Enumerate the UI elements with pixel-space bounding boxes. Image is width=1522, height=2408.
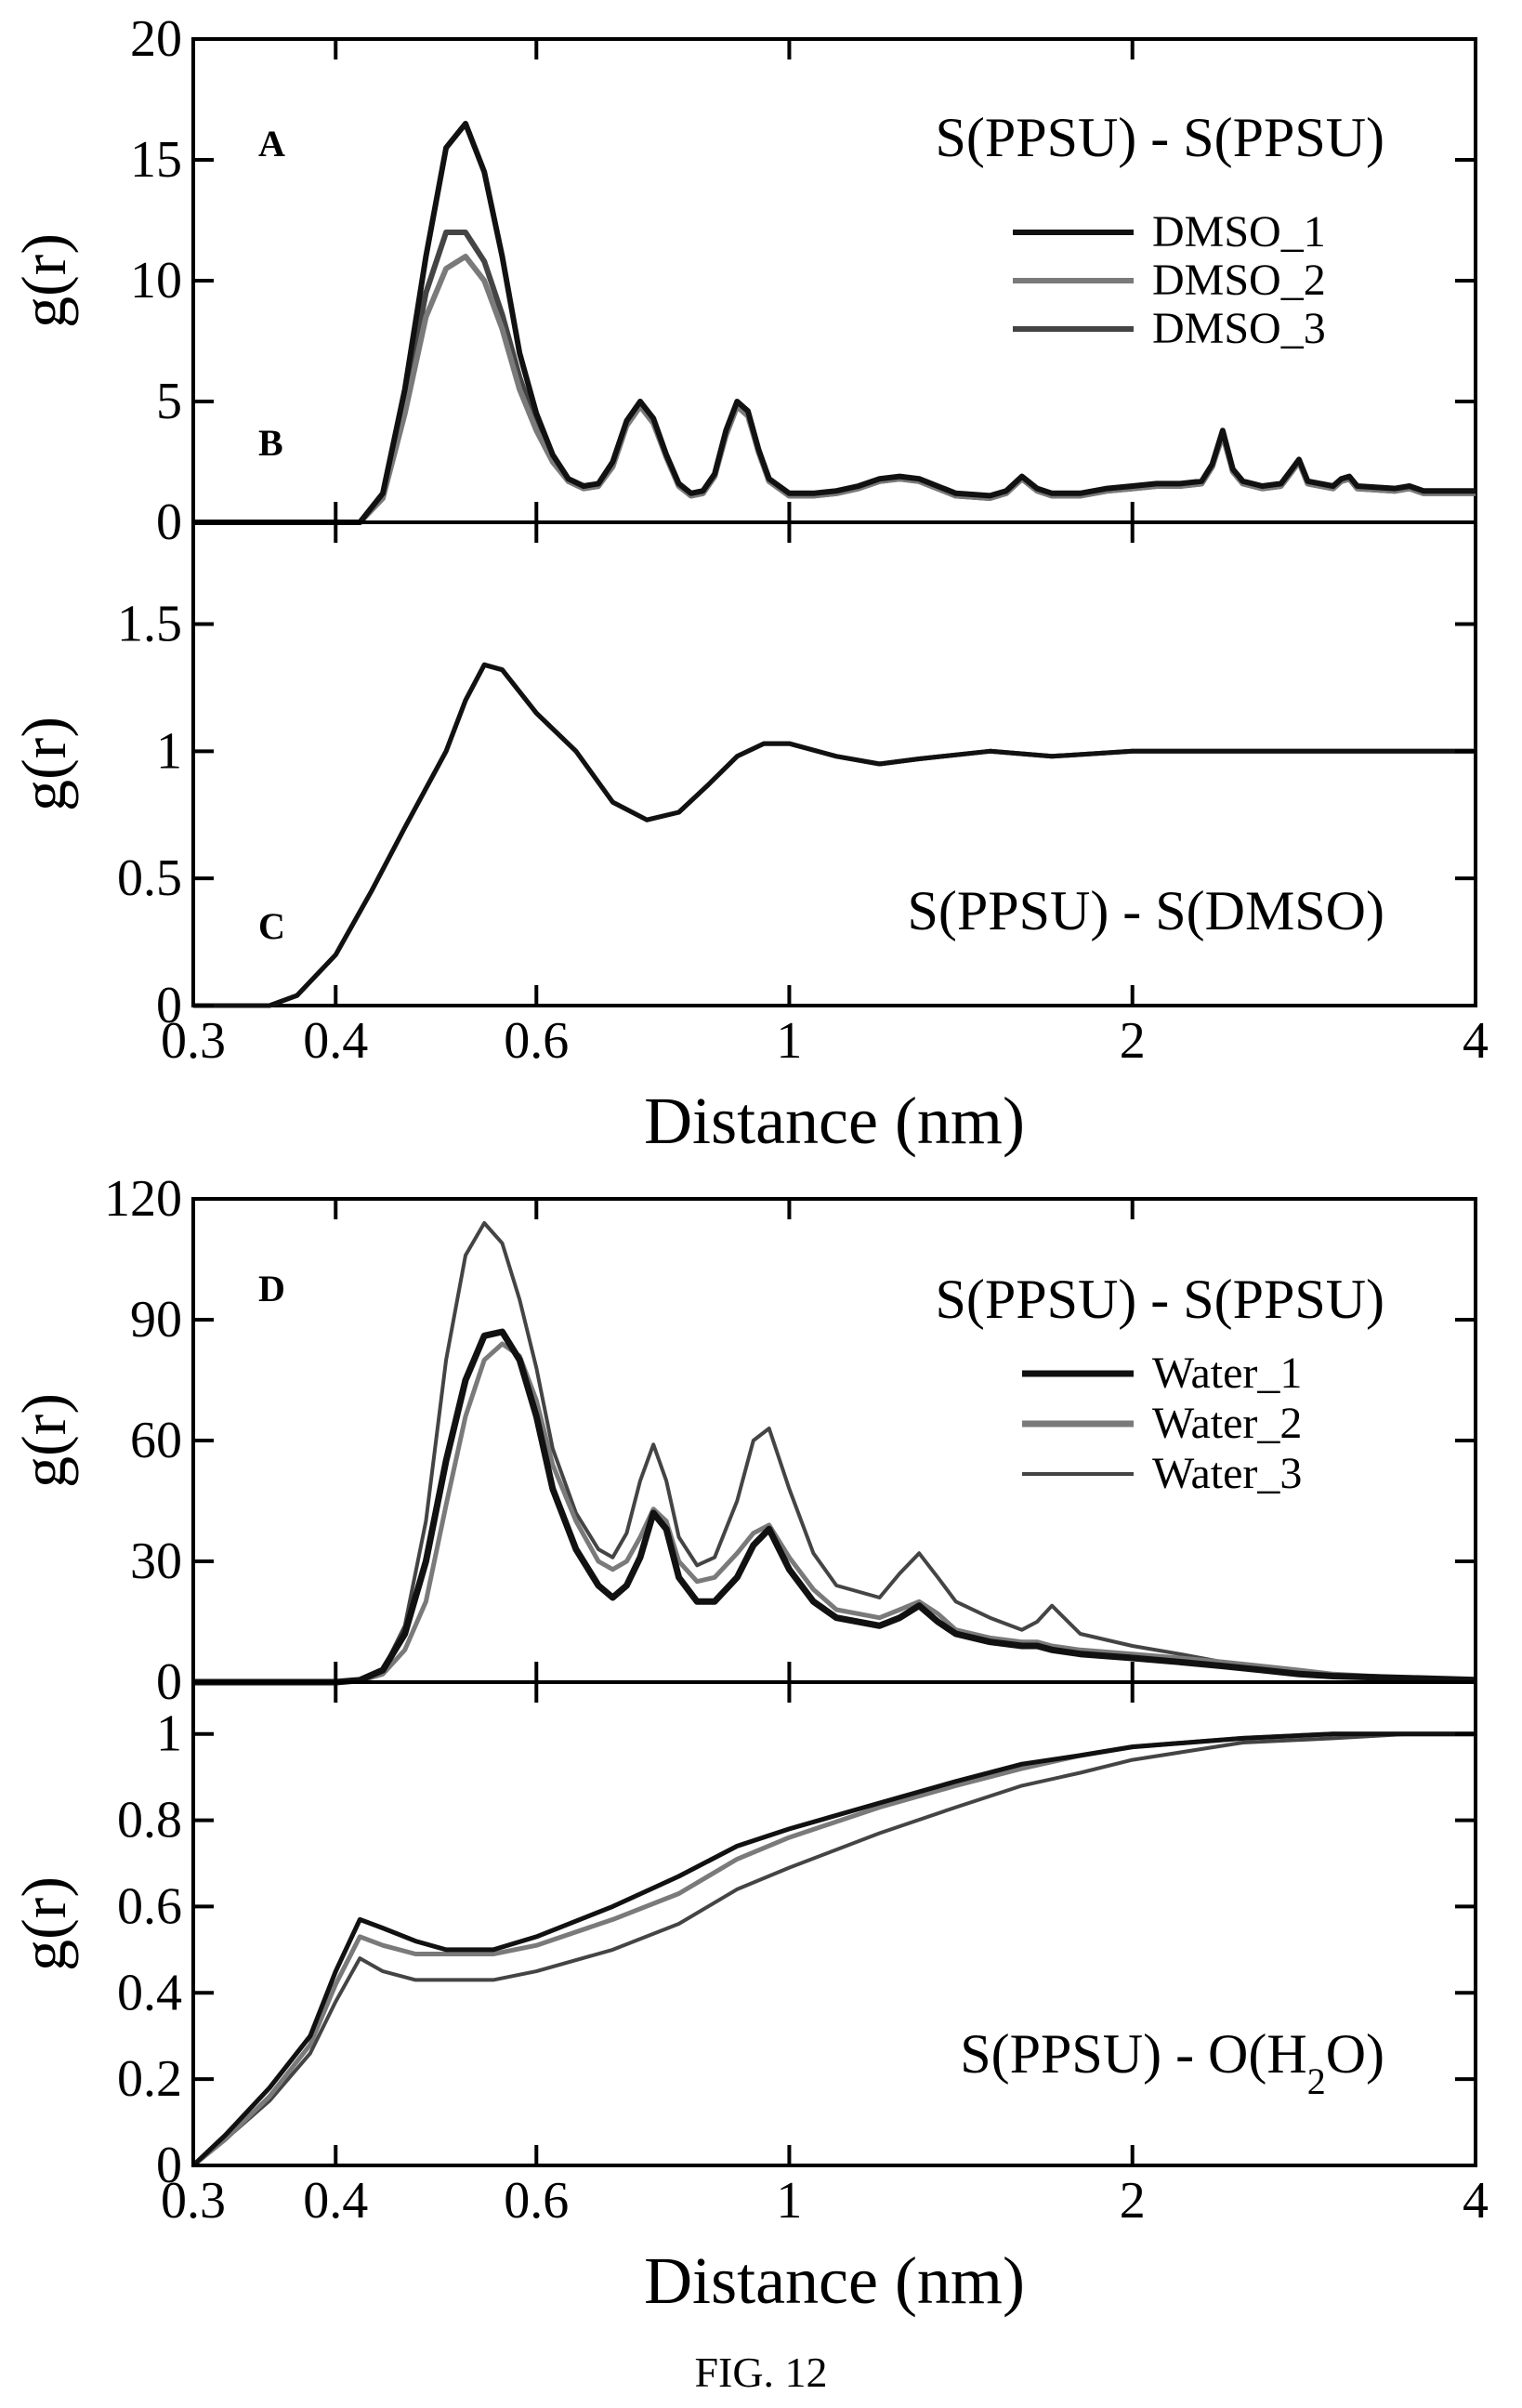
legend-label-dmso-1: DMSO_1 <box>1152 207 1326 257</box>
ytick-label-ab-1: 5 <box>156 373 182 430</box>
ytick-label-c-2: 1 <box>156 722 182 780</box>
panel-e-title-prefix: S(PPSU) - O(H <box>960 2023 1306 2085</box>
series-line-c-3 <box>193 662 1476 1008</box>
legend-label-water-2: Water_2 <box>1152 1399 1302 1448</box>
ytick-label-e-2: 0.4 <box>117 1964 182 2021</box>
panel-ab-legend: DMSO_1 DMSO_2 DMSO_3 <box>1013 207 1326 353</box>
ytick-label-e-1: 0.2 <box>117 2050 182 2108</box>
panel-c-ylabel: g(r) <box>8 717 79 811</box>
ytick-label-c-3: 1.5 <box>117 595 182 652</box>
panel-ab-ticks: 0 5 10 15 20 <box>130 10 1477 551</box>
series-line-c-1 <box>193 662 1476 1008</box>
panel-e-frame <box>191 1680 1477 2167</box>
xtick-label-c-1: 0.4 <box>303 1012 368 1070</box>
panel-c-frame <box>191 520 1477 1007</box>
xtick-label-c-0: 0.3 <box>161 1012 226 1070</box>
ytick-label-c-0: 0 <box>156 977 182 1034</box>
panel-e-xlabel: Distance (nm) <box>644 2244 1025 2318</box>
ytick-label-ab-4: 20 <box>130 10 182 68</box>
xtick-label-c-2: 0.6 <box>504 1012 569 1070</box>
legend-label-dmso-2: DMSO_2 <box>1152 256 1326 305</box>
ytick-label-e-4: 0.8 <box>117 1792 182 1849</box>
panel-d-ylabel: g(r) <box>8 1393 79 1488</box>
panel-a-letter: A <box>258 123 285 164</box>
ytick-label-e-0: 0 <box>156 2137 182 2194</box>
panel-e: 0 0.2 0.4 0.6 0.8 1 0.3 0.4 0.6 1 2 4 g(r) S(PPSU) … <box>8 1680 1489 2318</box>
xtick-label-c-3: 1 <box>776 1012 802 1070</box>
panel-ab-ylabel: g(r) <box>8 233 79 328</box>
xtick-label-e-4: 2 <box>1120 2172 1146 2230</box>
series-line-d-2 <box>193 1341 1476 1685</box>
panel-c-ticks: 0 0.5 1 1.5 0.3 0.4 0.6 1 2 4 <box>117 522 1489 1070</box>
ytick-label-d-4: 120 <box>104 1170 182 1228</box>
panel-d-series <box>193 1221 1476 1686</box>
panel-e-series <box>191 1731 1476 2167</box>
panel-c-series <box>193 662 1476 1008</box>
ytick-label-e-5: 1 <box>156 1705 182 1763</box>
series-line-e-2 <box>191 1731 1476 2167</box>
figure-caption: FIG. 12 <box>694 2349 827 2396</box>
xtick-label-c-5: 4 <box>1463 1012 1489 1070</box>
ytick-label-ab-0: 0 <box>156 493 182 551</box>
panel-c-letter: C <box>258 905 285 947</box>
xtick-label-e-1: 0.4 <box>303 2172 368 2230</box>
panel-e-title: S(PPSU) - O(H2O) <box>960 2023 1384 2102</box>
legend-label-dmso-3: DMSO_3 <box>1152 304 1326 353</box>
series-line-c-2 <box>193 662 1476 1008</box>
series-line-e-1 <box>191 1731 1476 2167</box>
ytick-label-e-3: 0.6 <box>117 1877 182 1935</box>
panel-d: 0 30 60 90 120 g(r) S(PPSU) - S(PPSU) D Wate… <box>8 1170 1477 1711</box>
xtick-label-c-4: 2 <box>1120 1012 1146 1070</box>
legend-label-water-3: Water_3 <box>1152 1449 1302 1498</box>
panel-e-title-suffix: O) <box>1326 2023 1384 2085</box>
panel-c: 0 0.5 1 1.5 0.3 0.4 0.6 1 2 4 g(r) S(PPSU) - S(DM… <box>8 520 1489 1158</box>
ytick-label-d-0: 0 <box>156 1653 182 1711</box>
legend-label-water-1: Water_1 <box>1152 1349 1302 1398</box>
panel-e-ylabel: g(r) <box>8 1876 79 1971</box>
ytick-label-ab-3: 15 <box>130 131 182 189</box>
series-line-d-3 <box>193 1221 1476 1684</box>
panel-d-title: S(PPSU) - S(PPSU) <box>935 1269 1384 1330</box>
ytick-label-ab-2: 10 <box>130 252 182 309</box>
panel-e-title-sub: 2 <box>1307 2060 1326 2102</box>
panel-ab-series <box>193 121 1476 525</box>
xtick-label-e-0: 0.3 <box>161 2172 226 2230</box>
series-line-ab-1 <box>193 121 1476 525</box>
ytick-label-d-3: 90 <box>130 1291 182 1349</box>
series-line-e-3 <box>191 1731 1476 2167</box>
panel-ab: 0 5 10 15 20 g(r) S(PPSU) - S(PPSU) A B DMSO… <box>8 10 1477 551</box>
panel-d-legend: Water_1 Water_2 Water_3 <box>1022 1349 1302 1498</box>
panel-e-ticks: 0 0.2 0.4 0.6 0.8 1 0.3 0.4 0.6 1 2 4 <box>117 1682 1489 2230</box>
panel-d-letter: D <box>258 1268 285 1309</box>
ytick-label-c-1: 0.5 <box>117 849 182 907</box>
xtick-label-e-3: 1 <box>776 2172 802 2230</box>
panel-b-letter: B <box>258 422 283 464</box>
ytick-label-d-2: 60 <box>130 1412 182 1469</box>
series-line-d-1 <box>193 1328 1476 1686</box>
ytick-label-d-1: 30 <box>130 1533 182 1590</box>
panel-c-xlabel: Distance (nm) <box>644 1084 1025 1158</box>
panel-c-title: S(PPSU) - S(DMSO) <box>908 880 1384 941</box>
panel-ab-title: S(PPSU) - S(PPSU) <box>935 107 1384 168</box>
xtick-label-e-2: 0.6 <box>504 2172 569 2230</box>
xtick-label-e-5: 4 <box>1463 2172 1489 2230</box>
